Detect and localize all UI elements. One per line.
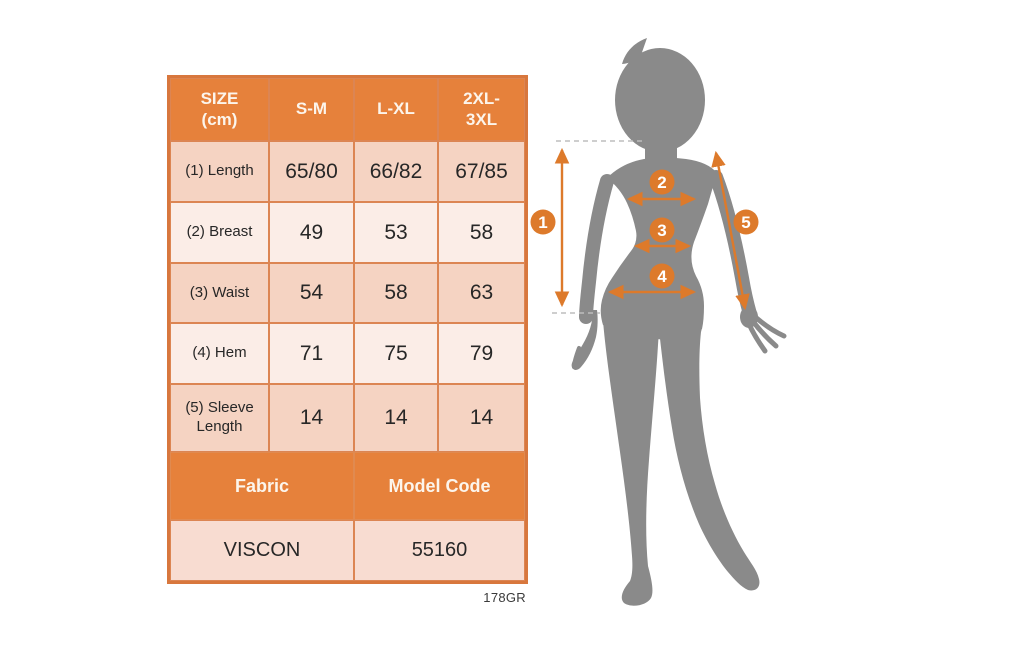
marker-2-number: 2: [657, 173, 666, 192]
value-hem-l-xl: 75: [354, 323, 438, 384]
value-waist-l-xl: 58: [354, 263, 438, 323]
right-hand-finger-2: [749, 317, 779, 349]
weight-note: 178GR: [483, 590, 526, 605]
col-header-2xl-3xl: 2XL- 3XL: [438, 78, 525, 141]
value-sleeve-2xl-3xl: 14: [438, 384, 525, 452]
row-label-waist: (3) Waist: [170, 263, 269, 323]
row-label-hem: (4) Hem: [170, 323, 269, 384]
col-header-l-xl: L-XL: [354, 78, 438, 141]
value-breast-l-xl: 53: [354, 202, 438, 263]
col-header-l-xl-label: L-XL: [377, 99, 415, 119]
hair-flick: [622, 38, 647, 64]
value-length-2xl-3xl: 67/85: [438, 141, 525, 202]
size-table: SIZE (cm) S-M L-XL 2XL- 3XL (1) Length 6…: [167, 75, 528, 584]
marker-3-number: 3: [657, 221, 666, 240]
fabric-value: VISCON: [170, 520, 354, 581]
value-breast-s-m: 49: [269, 202, 354, 263]
value-waist-s-m: 54: [269, 263, 354, 323]
marker-5-number: 5: [741, 213, 750, 232]
marker-2: 2: [649, 169, 675, 195]
col-header-s-m-label: S-M: [295, 99, 328, 119]
marker-4-circle: [649, 263, 675, 289]
model-code-header: Model Code: [354, 452, 525, 520]
marker-5: 5: [733, 209, 759, 235]
right-hand-finger-1: [750, 312, 787, 339]
col-header-s-m: S-M: [269, 78, 354, 141]
marker-1-number: 1: [538, 213, 547, 232]
value-waist-2xl-3xl: 63: [438, 263, 525, 323]
marker-2-circle: [649, 169, 675, 195]
sleeve-arrow: [711, 150, 750, 311]
left-arm: [579, 174, 614, 324]
row-label-sleeve-length-text: (5) Sleeve Length: [185, 399, 254, 435]
value-length-l-xl: 66/82: [354, 141, 438, 202]
col-header-size-label: SIZE (cm): [200, 89, 239, 129]
body-measurement-figure: 1 2 3 4 5: [530, 38, 787, 606]
fabric-header: Fabric: [170, 452, 354, 520]
row-label-sleeve-length: (5) Sleeve Length: [170, 384, 269, 452]
value-breast-2xl-3xl: 58: [438, 202, 525, 263]
row-label-length: (1) Length: [170, 141, 269, 202]
marker-5-circle: [733, 209, 759, 235]
value-sleeve-l-xl: 14: [354, 384, 438, 452]
marker-1-circle: [530, 209, 556, 235]
row-label-breast: (2) Breast: [170, 202, 269, 263]
value-hem-s-m: 71: [269, 323, 354, 384]
value-sleeve-s-m: 14: [269, 384, 354, 452]
col-header-2xl-3xl-label: 2XL- 3XL: [463, 89, 500, 129]
model-code-value: 55160: [354, 520, 525, 581]
value-hem-2xl-3xl: 79: [438, 323, 525, 384]
left-leg: [603, 321, 659, 606]
col-header-size: SIZE (cm): [170, 78, 269, 141]
marker-3-circle: [649, 217, 675, 243]
marker-4: 4: [649, 263, 675, 289]
head: [615, 48, 705, 152]
measurement-annotations: [552, 140, 750, 314]
marker-1: 1: [530, 209, 556, 235]
marker-3: 3: [649, 217, 675, 243]
marker-4-number: 4: [657, 267, 667, 286]
right-leg: [659, 328, 760, 591]
measurement-markers: 1 2 3 4 5: [530, 169, 759, 289]
value-length-s-m: 65/80: [269, 141, 354, 202]
left-hand-finger: [572, 346, 581, 369]
woman-silhouette: [571, 38, 787, 606]
right-hand-finger-3: [746, 321, 768, 354]
